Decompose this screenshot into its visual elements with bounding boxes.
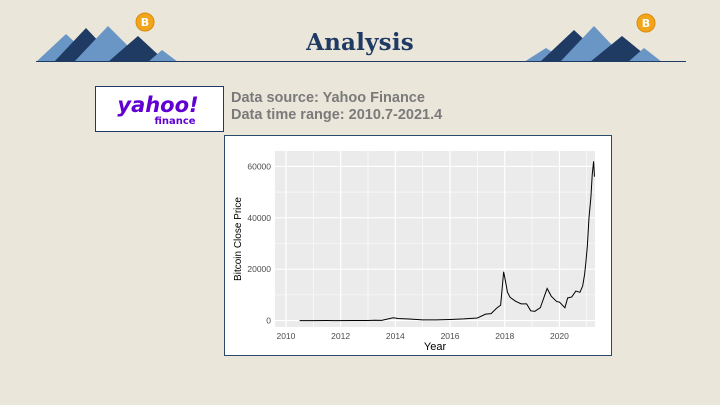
bitcoin-coin-icon: B [135, 12, 155, 32]
x-tick-label: 2012 [331, 331, 350, 341]
x-tick-label: 2016 [441, 331, 460, 341]
data-source-text: Data source: Yahoo Finance [231, 90, 425, 106]
x-tick-label: 2020 [550, 331, 569, 341]
series-line [299, 161, 595, 322]
y-tick-label: 20000 [247, 264, 271, 274]
x-tick-label: 2018 [495, 331, 514, 341]
logo-wordmark: yahoo! [117, 93, 198, 117]
y-tick-label: 0 [266, 316, 271, 326]
logo-subtext: finance [154, 116, 195, 127]
x-tick-label: 2010 [276, 331, 295, 341]
x-tick-label: 2014 [386, 331, 405, 341]
mountains-icon: B [36, 12, 178, 62]
y-tick-label: 60000 [247, 161, 271, 171]
bitcoin-coin-icon: B [636, 13, 656, 33]
header-divider [36, 61, 686, 62]
chart-frame: 2010 2012 2014 2016 2018 2020 0 20000 40000 6000… [224, 135, 612, 356]
y-tick-label: 40000 [247, 213, 271, 223]
mountains-icon: B [524, 13, 662, 62]
slide-title: Analysis [306, 29, 414, 56]
x-axis-label: Year [424, 341, 447, 353]
data-info: Data source: Yahoo Finance Data time ran… [231, 90, 442, 123]
plot-panel [275, 151, 595, 327]
yahoo-finance-logo: yahoo! finance [95, 86, 224, 132]
data-range-text: Data time range: 2010.7-2021.4 [231, 106, 443, 123]
svg-text:B: B [642, 17, 650, 30]
bitcoin-price-chart: 2010 2012 2014 2016 2018 2020 0 20000 40000 6000… [233, 151, 595, 353]
y-axis-label: Bitcoin Close Price [233, 197, 244, 281]
svg-text:B: B [141, 16, 149, 29]
